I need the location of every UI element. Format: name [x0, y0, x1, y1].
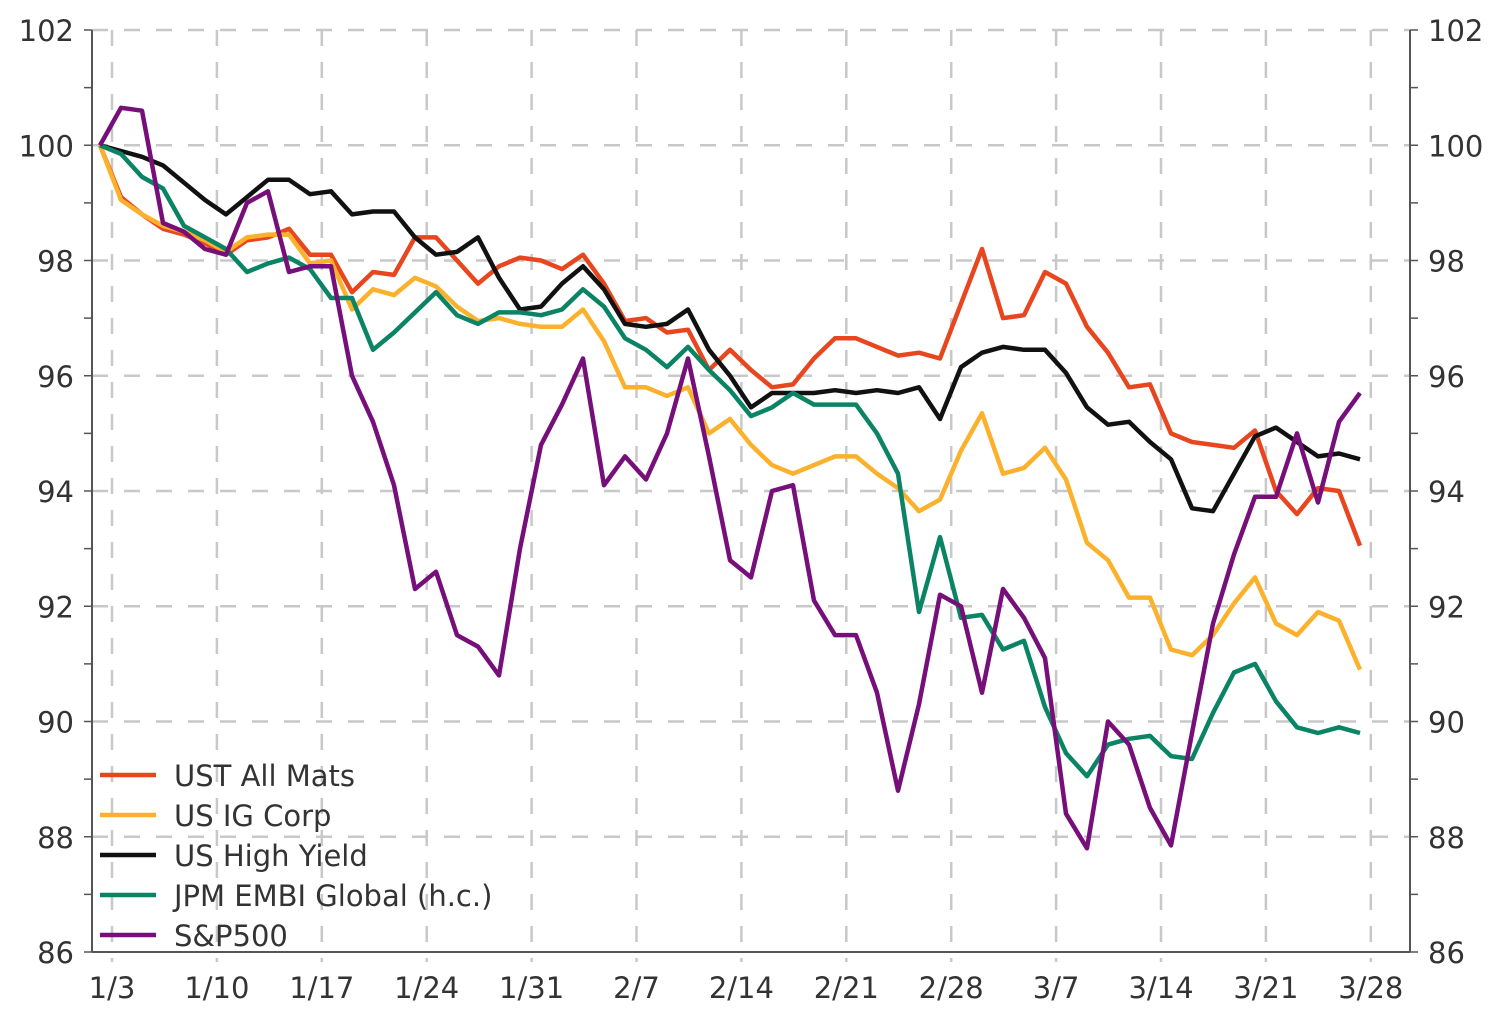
- x-tick-label: 1/17: [289, 971, 354, 1005]
- legend-item: S&P500: [100, 919, 288, 953]
- y-tick-label-left: 102: [19, 14, 74, 48]
- y-tick-label-left: 100: [19, 129, 74, 163]
- legend-label: S&P500: [174, 919, 288, 953]
- series-line-us-high-yield: [99, 143, 1361, 514]
- y-tick-label-right: 86: [1428, 936, 1465, 970]
- legend-item: UST All Mats: [100, 759, 355, 793]
- y-tick-label-left: 92: [37, 590, 74, 624]
- y-tick-label-left: 86: [37, 936, 74, 970]
- series-line-s-p500: [98, 105, 1362, 851]
- legend-label: UST All Mats: [174, 759, 355, 793]
- y-tick-label-left: 96: [37, 360, 74, 394]
- y-tick-label-right: 90: [1428, 706, 1465, 740]
- x-tick-label: 1/24: [394, 971, 459, 1005]
- legend-label: US IG Corp: [174, 799, 331, 833]
- series-line-ust-all-mats: [97, 144, 1363, 547]
- legend-label: US High Yield: [174, 839, 368, 873]
- y-tick-label-left: 90: [37, 706, 74, 740]
- y-tick-label-right: 102: [1428, 14, 1483, 48]
- legend-item: US High Yield: [100, 839, 368, 873]
- y-tick-label-right: 96: [1428, 360, 1465, 394]
- x-tick-label: 2/7: [613, 971, 660, 1005]
- x-tick-label: 1/3: [89, 971, 136, 1005]
- legend: UST All Mats US IG Corp US High Yield JPM E…: [100, 759, 492, 953]
- y-tick-label-right: 94: [1428, 475, 1465, 509]
- x-tick-label: 2/14: [709, 971, 774, 1005]
- x-tick-label: 1/10: [184, 971, 249, 1005]
- y-tick-label-left: 98: [37, 245, 74, 279]
- grid: [92, 28, 1410, 962]
- x-tick-label: 3/7: [1033, 971, 1080, 1005]
- y-tick-label-left: 88: [37, 821, 74, 855]
- legend-item: US IG Corp: [100, 799, 331, 833]
- y-tick-label-right: 88: [1428, 821, 1465, 855]
- series-lines: [97, 105, 1363, 851]
- x-tick-label: 3/21: [1233, 971, 1298, 1005]
- y-tick-label-right: 100: [1428, 129, 1483, 163]
- y-tick-label-right: 98: [1428, 245, 1465, 279]
- x-tick-label: 3/28: [1338, 971, 1403, 1005]
- x-tick-label: 2/28: [919, 971, 984, 1005]
- x-tick-label: 2/21: [814, 971, 879, 1005]
- y-tick-label-right: 92: [1428, 590, 1465, 624]
- legend-label: JPM EMBI Global (h.c.): [172, 879, 492, 913]
- series-line-jpm-embi-global-h-c: [99, 143, 1361, 779]
- y-tick-label-left: 94: [37, 475, 74, 509]
- x-tick-label: 1/31: [499, 971, 564, 1005]
- axes: 86 86 88 88 90 90 92 92 94 94 96 96 98 98 100 100 102 102…: [19, 14, 1484, 1005]
- series-line-us-ig-corp: [97, 144, 1363, 671]
- x-tick-label: 3/14: [1128, 971, 1193, 1005]
- legend-item: JPM EMBI Global (h.c.): [100, 879, 492, 913]
